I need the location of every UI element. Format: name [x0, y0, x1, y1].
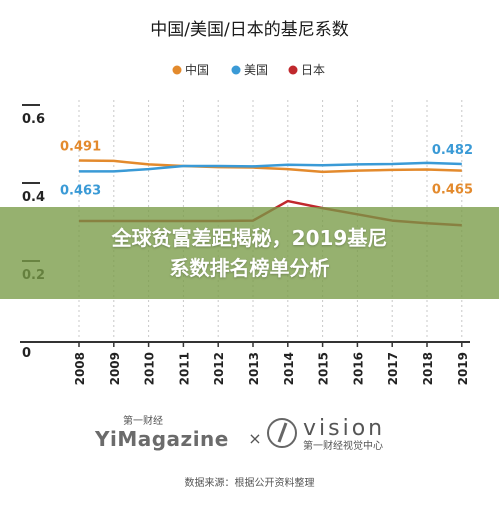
series-line: [79, 161, 462, 173]
legend-marker-japan: [288, 65, 298, 75]
vision-wordmark: vision: [303, 416, 385, 441]
x-tick-label: 2014: [282, 352, 296, 385]
x-tick-label: 2011: [177, 352, 191, 385]
legend-label-japan: 日本: [301, 63, 325, 77]
x-tick-label: 2017: [386, 352, 400, 385]
legend-marker-usa: [231, 65, 241, 75]
x-tick-label: 2019: [456, 352, 470, 385]
yimagazine-logo: 第一财经 YiMagazine ×: [94, 414, 262, 451]
x-tick-label: 2008: [73, 352, 87, 385]
legend-label-usa: 美国: [244, 63, 268, 77]
headline-line-2: 系数排名榜单分析: [169, 256, 330, 280]
x-axis: 2008 2009 2010 2011 2012 2013 2014 2015 2016 2017…: [20, 341, 470, 385]
x-tick-label: 2016: [351, 352, 365, 385]
y-tick-label: 0.6: [22, 112, 45, 127]
y-tick-label: 0.4: [22, 190, 45, 205]
vision-circle-icon: [267, 418, 297, 448]
series-line: [78, 159, 462, 174]
data-labels: 0.491 0.463 0.482 0.465: [60, 140, 473, 199]
legend: 中国 美国 日本: [172, 62, 325, 77]
data-source: 数据来源：根据公开资料整理: [185, 476, 315, 489]
x-tick-label: 2013: [247, 352, 261, 385]
headline-banner: 全球贫富差距揭秘，2019基尼 系数排名榜单分析: [0, 207, 499, 299]
x-tick-label: 2012: [212, 352, 226, 385]
logo-cross: ×: [248, 429, 261, 448]
data-label: 0.465: [432, 183, 473, 198]
x-tick-label: 2009: [108, 352, 122, 385]
headline-line-1: 全球贫富差距揭秘，2019基尼: [111, 226, 388, 250]
vision-logo: vision 第一财经视觉中心: [267, 416, 385, 452]
y-tick-label: 0: [22, 346, 31, 361]
vision-slash: [277, 422, 288, 443]
data-label: 0.463: [60, 183, 101, 198]
data-label: 0.482: [432, 143, 473, 158]
vision-subtitle: 第一财经视觉中心: [303, 439, 383, 452]
x-tick-label: 2010: [143, 352, 157, 385]
x-tick-label: 2018: [421, 352, 435, 385]
legend-label-china: 中国: [185, 62, 209, 77]
x-tick-label: 2015: [317, 352, 331, 385]
chart-title: 中国/美国/日本的基尼系数: [150, 20, 348, 40]
yimagazine-subtitle: 第一财经: [123, 414, 163, 427]
legend-marker-china: [172, 65, 182, 75]
data-label: 0.491: [60, 140, 101, 155]
yimagazine-wordmark: YiMagazine: [94, 427, 229, 451]
